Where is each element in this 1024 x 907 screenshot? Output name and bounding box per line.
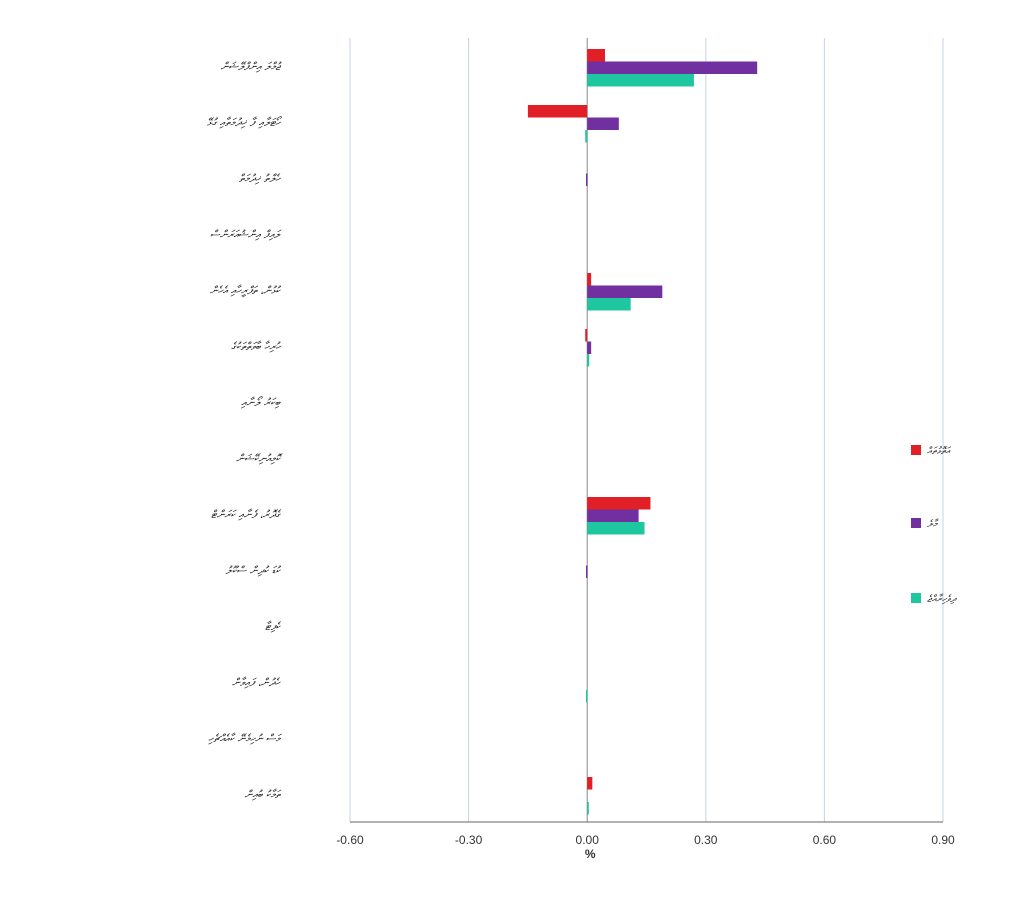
bar-1-14 bbox=[587, 777, 593, 790]
bar-3-2 bbox=[585, 130, 588, 143]
category-label: ކޮމިއުނިކޭޝަން bbox=[236, 452, 283, 465]
bar-1-9 bbox=[587, 497, 651, 510]
bar-2-10 bbox=[586, 565, 588, 578]
legend-label: ދިވެހިރާއްޖެ bbox=[927, 593, 957, 605]
legend-label: އަތޮޅުތައް bbox=[927, 446, 952, 457]
x-tick-label: 0.30 bbox=[694, 833, 718, 847]
category-label: ޖުމްލަ އިންފްލޭޝަން bbox=[220, 60, 282, 73]
legend-swatch bbox=[911, 593, 921, 603]
gridlines bbox=[349, 38, 944, 822]
category-label: ކުޅުން، ތަފްރީހާއި އެހެން bbox=[210, 284, 282, 298]
bar-3-14 bbox=[587, 802, 589, 815]
bar-3-12 bbox=[586, 690, 588, 703]
x-tick-labels: -0.60 -0.30 0.00 0.30 0.60 0.90 bbox=[336, 833, 955, 847]
legend-label: މާލެ bbox=[927, 518, 939, 530]
bar-2-6 bbox=[587, 341, 592, 354]
category-label: ގެދޮރު، ފެނާއި ކަރަންޓް bbox=[211, 508, 282, 521]
category-label: ކެފިޓާ bbox=[265, 620, 282, 633]
category-label: ކުޑަ ކުދިން ސްކޫލު bbox=[225, 564, 281, 577]
x-tick-label: -0.30 bbox=[455, 833, 483, 847]
bar-1-5 bbox=[587, 273, 592, 286]
x-tick-label: 0.60 bbox=[813, 833, 837, 847]
bars bbox=[527, 49, 758, 815]
legend-swatch bbox=[911, 445, 921, 455]
category-label: ހޯޓަލާއި ފާ ޚިދުމަތާއި ގުޅޭ bbox=[207, 116, 283, 129]
legend: އަތޮޅުތައް މާލެ ދިވެހިރާއްޖެ bbox=[911, 445, 957, 605]
bar-3-6 bbox=[587, 354, 590, 367]
x-tick-label: 0.90 bbox=[931, 833, 955, 847]
legend-swatch bbox=[911, 518, 921, 528]
category-label: މަސް ނުހިމެނޭ ކާއެއްޗެހި bbox=[208, 732, 283, 745]
bar-2-9 bbox=[587, 509, 639, 522]
bar-1-2 bbox=[527, 105, 588, 118]
bar-3-9 bbox=[587, 522, 645, 535]
x-tick-label: -0.60 bbox=[336, 833, 364, 847]
x-axis-title: % bbox=[585, 847, 596, 861]
bar-3-1 bbox=[587, 74, 694, 87]
category-labels: ޖުމްލަ އިންފްލޭޝަން ހޯޓަލާއި ފާ ޚިދުމަތާއ… bbox=[207, 60, 283, 801]
bar-1-6 bbox=[585, 329, 588, 342]
category-label: ހުރިހާ ބާވަތްތަކުގެ bbox=[231, 340, 282, 353]
category-label: ހެލްތު ޚިދުމަތް bbox=[239, 172, 282, 185]
bar-2-3 bbox=[586, 173, 588, 186]
bar-1-1 bbox=[587, 49, 605, 62]
bar-2-1 bbox=[587, 61, 758, 74]
bar-3-5 bbox=[587, 298, 631, 311]
category-label: ލައިފް އިންޝުއަރަންސް bbox=[210, 228, 282, 241]
category-label: ބިކަރު ލޯނާއި bbox=[240, 396, 280, 409]
x-tick-label: 0.00 bbox=[576, 833, 600, 847]
category-label: ހެދުން، ފައިވާން bbox=[232, 676, 282, 689]
bar-2-5 bbox=[587, 285, 663, 298]
bar-2-2 bbox=[587, 117, 619, 130]
category-label: ތަމާކު ބުއިން bbox=[244, 788, 282, 801]
